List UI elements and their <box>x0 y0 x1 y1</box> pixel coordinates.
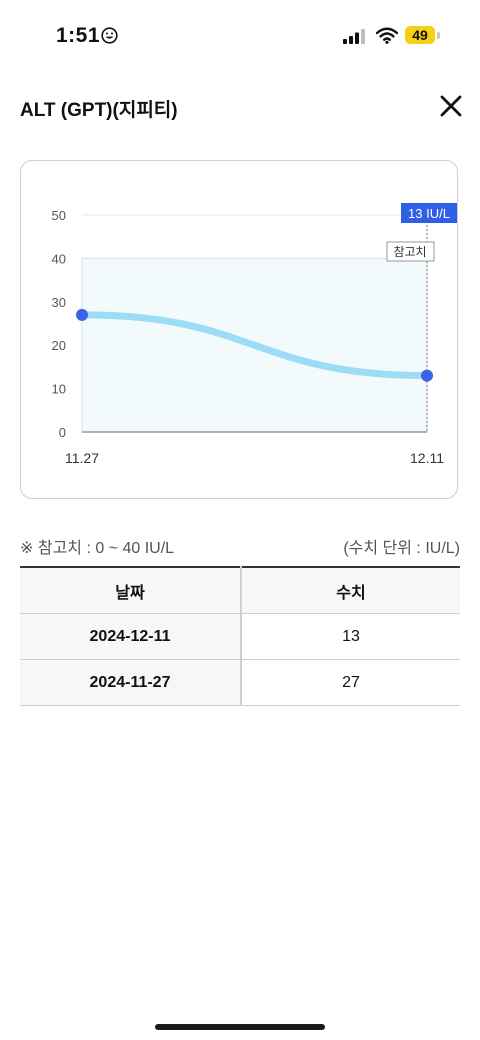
row-value: 27 <box>241 659 460 706</box>
y-tick-label: 20 <box>52 338 66 353</box>
smiley-face-icon <box>101 27 118 44</box>
row-value: 13 <box>241 613 460 660</box>
tooltip-text: 13 IU/L <box>408 206 450 221</box>
reference-label: 참고치 <box>386 241 435 262</box>
wifi-icon <box>376 27 398 44</box>
results-table: 날짜 수치 2024-12-11 13 2024-11-27 27 <box>20 566 460 706</box>
tooltip: 13 IU/L <box>401 203 457 223</box>
table-header-row: 날짜 수치 <box>20 567 460 614</box>
y-tick-label: 10 <box>52 382 66 397</box>
reference-range-note: ※ 참고치 : 0 ~ 40 IU/L <box>20 540 175 557</box>
y-tick-label: 40 <box>52 251 66 266</box>
x-tick-label: 12.11 <box>410 450 444 466</box>
x-tick-label: 11.27 <box>65 450 99 466</box>
battery-tip <box>437 32 440 39</box>
date-column-header: 날짜 <box>20 567 242 614</box>
home-indicator <box>155 1024 325 1030</box>
series-line <box>78 311 431 380</box>
y-tick-label: 30 <box>52 295 66 310</box>
tooltip-box <box>401 203 457 223</box>
close-icon[interactable] <box>437 92 465 120</box>
status-time: 1:51 <box>56 24 101 47</box>
cellular-signal-icon <box>343 29 365 44</box>
table-row: 2024-11-27 27 <box>20 659 460 706</box>
y-tick-label: 50 <box>52 208 66 223</box>
row-date: 2024-11-27 <box>20 659 242 706</box>
status-bar: 1:51 49 <box>0 0 480 70</box>
table-row: 2024-12-11 13 <box>20 613 460 660</box>
data-point[interactable] <box>421 369 433 382</box>
data-point[interactable] <box>76 308 88 321</box>
row-date: 2024-12-11 <box>20 613 242 660</box>
line-chart: 0 10 20 30 40 50 11.27 12.11 13 IU/L 참고치 <box>52 203 457 466</box>
y-tick-label: 0 <box>59 425 66 440</box>
unit-note: (수치 단위 : IU/L) <box>343 540 460 557</box>
page-title: ALT (GPT)(지피티) <box>20 100 178 121</box>
chart-card: 0 10 20 30 40 50 11.27 12.11 13 IU/L 참고치 <box>20 160 458 499</box>
battery-indicator: 49 <box>405 26 435 44</box>
reference-label-text: 참고치 <box>393 245 426 259</box>
value-column-header: 수치 <box>241 567 460 614</box>
reference-label-box <box>386 241 435 262</box>
